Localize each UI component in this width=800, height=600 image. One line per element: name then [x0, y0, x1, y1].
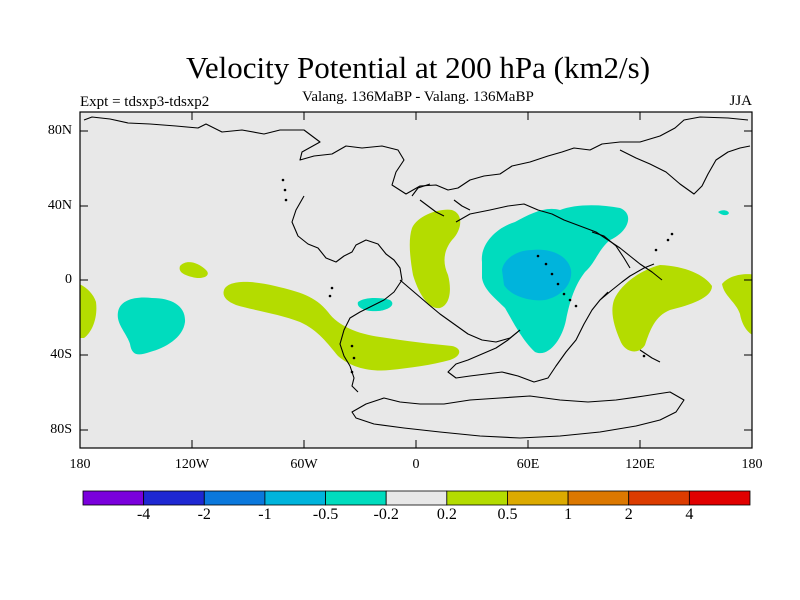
lat-tick-label: 40S	[50, 347, 72, 362]
colorbar-level-label: 0.5	[497, 506, 518, 523]
coast-east-asia	[619, 145, 751, 195]
chart-title: Velocity Potential at 200 hPa (km2/s)	[185, 50, 651, 85]
colorbar-swatch	[688, 490, 751, 506]
colorbar-swatch	[385, 490, 448, 506]
coast-antarctica	[351, 391, 685, 439]
positive-region-dateline	[80, 284, 97, 338]
colorbar-swatch	[203, 490, 266, 506]
positive-region-atlantic	[409, 209, 461, 309]
colorbar-swatch	[143, 490, 205, 506]
colorbar-level-label: 4	[685, 506, 694, 523]
lat-tick-label: 80S	[50, 422, 72, 437]
coast-africa	[455, 203, 663, 281]
lat-tick-label: 40N	[47, 198, 72, 213]
lon-tick-label: 0	[412, 457, 420, 472]
lon-tick-label: 180	[69, 457, 91, 472]
lat-tick-label: 80N	[47, 123, 72, 138]
colorbar-level-label: 0.2	[436, 506, 457, 523]
colorbar-swatch	[507, 490, 569, 506]
negative-region-pacific	[117, 297, 186, 355]
coast-north	[83, 116, 749, 195]
axis-ticks	[80, 112, 752, 448]
coast-madagascar	[599, 263, 655, 301]
colorbar-swatch	[264, 490, 326, 506]
colorbar-level-label: 1	[564, 506, 573, 523]
colorbar-swatch	[567, 490, 630, 506]
positive-band-south	[223, 281, 460, 371]
strong-negative-core	[502, 249, 572, 301]
positive-region-small	[179, 262, 208, 279]
positive-region-indian	[612, 265, 712, 352]
coast-europe-islands	[411, 183, 471, 217]
colorbar-swatch	[446, 490, 508, 506]
colorbar-level-label: -1	[258, 506, 272, 523]
season-label: JJA	[729, 93, 752, 109]
chart-subtitle: Valang. 136MaBP - Valang. 136MaBP	[302, 89, 534, 105]
island-dots	[281, 178, 674, 374]
contour-fields	[80, 205, 752, 371]
colorbar-swatch	[628, 490, 690, 506]
coast-south-africa	[447, 291, 609, 383]
lat-tick-label: 0	[65, 272, 72, 287]
lon-tick-label: 60W	[290, 457, 318, 472]
lon-tick-label: 120E	[625, 457, 655, 472]
colorbar-level-label: -0.5	[312, 506, 339, 523]
colorbar-swatch	[325, 490, 387, 506]
lon-tick-label: 60E	[516, 457, 540, 472]
colorbar-level-label: -0.2	[373, 506, 399, 523]
coastlines	[83, 116, 751, 439]
experiment-label: Expt = tdsxp3-tdsxp2	[80, 94, 210, 110]
lon-tick-label: 180	[741, 457, 763, 472]
coast-india	[591, 231, 631, 269]
negative-region-small	[718, 210, 729, 216]
coast-australia	[639, 349, 661, 363]
coast-south-america-east	[399, 279, 521, 343]
colorbar-swatch	[82, 490, 145, 506]
coast-west-america	[291, 195, 403, 367]
colorbar-level-label: 2	[624, 506, 633, 523]
colorbar-level-label: -2	[197, 506, 211, 523]
lon-tick-label: 120W	[174, 457, 210, 472]
positive-region-east-pacific	[722, 274, 752, 335]
colorbar	[82, 490, 751, 506]
colorbar-level-label: -4	[136, 506, 151, 523]
